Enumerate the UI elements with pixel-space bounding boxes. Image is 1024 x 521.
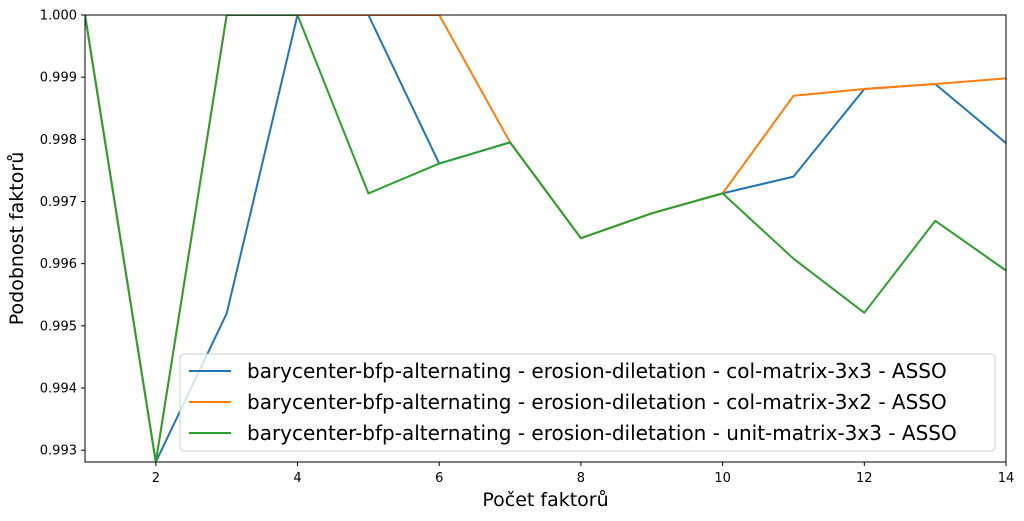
x-tick-label: 10 (714, 471, 731, 486)
x-tick-label: 12 (856, 471, 873, 486)
y-axis-label: Podobnost faktorů (6, 152, 28, 325)
x-axis-label: Počet faktorů (482, 489, 608, 511)
y-tick-label: 0.997 (40, 195, 77, 210)
plot-lines (85, 15, 1006, 462)
x-axis: 2 4 6 8 10 12 14 (152, 462, 1015, 486)
series-line-3 (85, 15, 1006, 462)
y-tick-label: 0.994 (40, 382, 77, 397)
legend-label-2: barycenter-bfp-alternating - erosion-dil… (247, 390, 947, 414)
legend-label-1: barycenter-bfp-alternating - erosion-dil… (247, 359, 947, 383)
x-tick-label: 4 (293, 471, 301, 486)
y-axis: 0.993 0.994 0.995 0.996 0.997 0.998 0.999 1.000 (40, 9, 85, 459)
legend-label-3: barycenter-bfp-alternating - erosion-dil… (247, 421, 957, 445)
legend: barycenter-bfp-alternating - erosion-dil… (179, 353, 996, 452)
x-tick-label: 6 (435, 471, 443, 486)
y-tick-label: 0.998 (40, 133, 77, 148)
y-tick-label: 0.996 (40, 257, 77, 272)
y-tick-label: 0.999 (40, 71, 77, 86)
x-tick-label: 8 (577, 471, 585, 486)
x-tick-label: 14 (998, 471, 1015, 486)
legend-box (179, 353, 996, 452)
x-tick-label: 2 (152, 471, 160, 486)
y-tick-label: 0.995 (40, 319, 77, 334)
y-tick-label: 0.993 (40, 444, 77, 459)
plot-frame (84, 14, 1007, 463)
y-tick-label: 1.000 (40, 9, 77, 24)
